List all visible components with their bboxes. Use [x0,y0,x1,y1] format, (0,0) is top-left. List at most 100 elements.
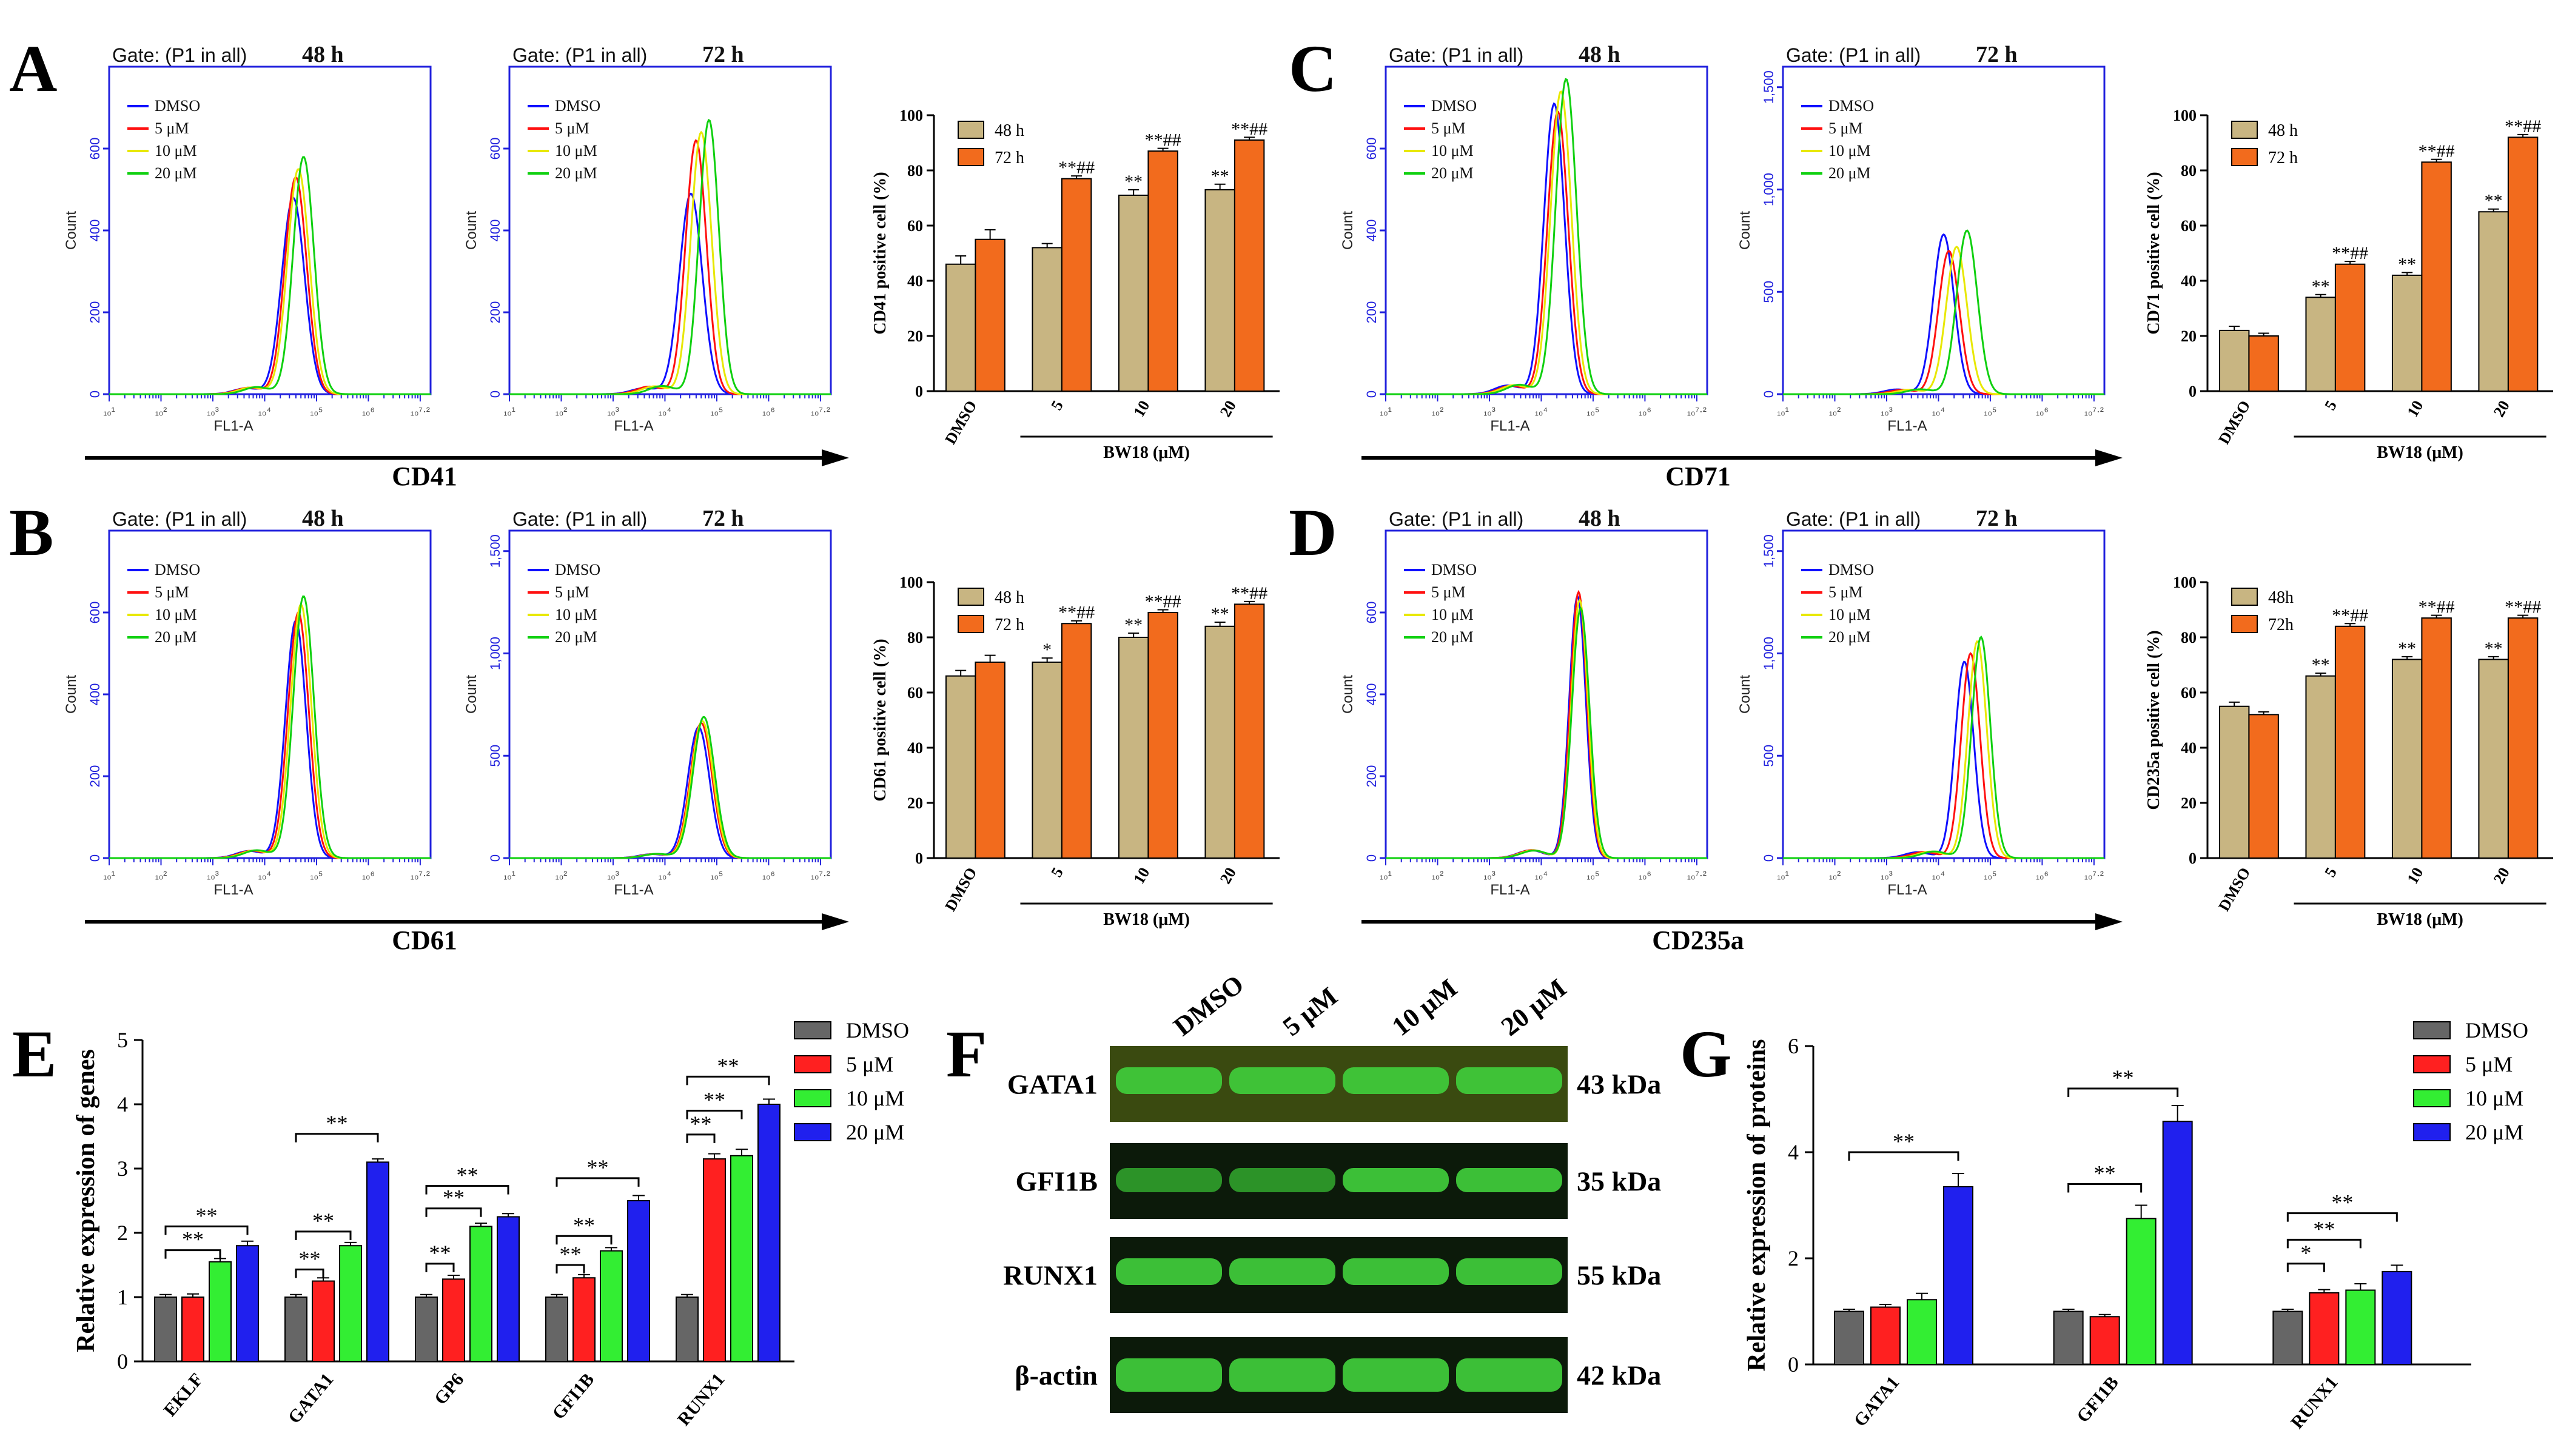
bar [497,1216,520,1362]
protein-band [1456,1358,1562,1392]
group-label: BW18 (μM) [2377,443,2463,462]
y-tick-label: 1,500 [1761,70,1776,104]
x-tick-label: ₁₀¹ [103,405,115,417]
bar [2053,1310,2084,1365]
significance-bracket [425,1207,482,1217]
x-tick-label: 10 [2403,398,2426,420]
y-tick-label: 0 [488,854,503,862]
x-axis-label: FL1-A [1887,418,1927,434]
y-tick-label: 4 [117,1092,128,1116]
legend-label: 5 μM [846,1052,893,1076]
significance-label: ** [573,1213,595,1237]
legend-label: 10 μM [1431,142,1474,159]
panel-G: G 0 2 4 6 Relative expression of proteins GATA… [1680,1017,2528,1432]
histogram-curve-2 [509,720,831,859]
significance-bracket [686,1133,716,1143]
bar [975,238,1005,392]
significance-label: ** [2112,1065,2134,1090]
x-axis-label: FL1-A [213,418,253,434]
x-tick-label: ₁₀⁶ [2036,869,2049,881]
significance-label: ** [2398,639,2416,659]
bar [2391,659,2423,859]
bar [2248,335,2279,392]
x-tick-label: DMSO [941,865,980,914]
legend-swatch [2413,1021,2451,1039]
y-tick-label: 1,000 [488,637,503,670]
y-tick-label: 40 [907,739,923,757]
y-tick-label: 200 [1364,765,1379,788]
legend-swatch [794,1021,831,1039]
bar [1204,189,1235,392]
significance-label: **## [2505,116,2541,136]
legend-label: DMSO [1431,561,1477,579]
x-axis-label: FL1-A [1490,418,1529,434]
significance-label: ** [1124,615,1143,635]
x-tick-label: GP6 [431,1369,468,1409]
legend-label: 10 μM [1828,606,1871,623]
y-tick-label: 0 [488,391,503,398]
significance-bracket [2067,1183,2143,1193]
histogram-curve-0 [1783,233,2104,395]
histogram-curve-1 [509,722,831,859]
y-tick-label: 0 [117,1349,128,1374]
panel-letter: E [12,1017,56,1091]
x-tick-label: 5 [1047,398,1067,414]
histogram-A-1: 0 200 400 600 Count ₁₀¹ ₁₀² ₁₀³ ₁₀⁴ ₁₀⁵ ₁₀⁶ ₁₀⁷·² FL… [463,42,832,434]
x-tick-label: ₁₀⁶ [362,869,375,881]
y-tick-label: 20 [2181,794,2197,812]
legend-label: 48 h [2268,121,2298,140]
y-tick-label: 1,000 [1761,637,1776,670]
x-tick-label: ₁₀⁶ [1639,869,1651,881]
y-tick-label: 0 [915,383,923,400]
y-tick-label: 5 [117,1028,128,1052]
y-tick-label: 0 [2189,850,2197,867]
histogram-frame [1385,529,1708,859]
legend-label: 10 μM [555,142,597,159]
legend-label: 5 μM [155,583,189,601]
y-tick-label: 0 [87,391,102,398]
y-tick-label: 500 [1761,281,1776,303]
significance-label: ** [690,1112,712,1136]
y-tick-label: 100 [899,574,923,591]
x-tick-label: ₁₀¹ [503,405,515,417]
marker-label: CD61 [392,925,457,955]
group-label: BW18 (μM) [1103,910,1190,929]
x-tick-label: GFI1B [548,1369,598,1423]
time-label: 48 h [302,42,344,67]
panel-B: B 0 200 400 600 Count ₁₀¹ ₁₀² ₁₀³ ₁₀⁴ ₁₀⁵ ₁₀⁶ ₁₀⁷·² F… [9,495,849,955]
x-tick-label: DMSO [2215,865,2254,914]
bar [1234,139,1265,392]
y-tick-label: 80 [2181,162,2197,179]
x-tick-label: 5 [2321,398,2340,414]
y-tick-label: 40 [2181,272,2197,290]
x-tick-label: ₁₀⁷·² [2084,869,2104,881]
panel-letter: A [9,32,57,106]
legend-label: 5 μM [2465,1052,2513,1076]
y-tick-label: 0 [1761,854,1776,862]
x-tick-label: ₁₀³ [607,405,619,417]
legend-label: 72 h [2268,149,2298,167]
histogram-curve-3 [1783,229,2104,395]
gate-label: Gate: (P1 in all) [112,508,247,530]
y-tick-label: 3 [117,1156,128,1181]
legend-label: 20 μM [1828,164,1871,182]
bar [2218,705,2250,859]
bar [1147,150,1178,392]
panel-letter: D [1289,495,1337,569]
time-label: 48 h [1579,506,1620,531]
bar [945,263,976,392]
legend-label: 48 h [995,121,1024,140]
bar [2478,659,2509,859]
significance-label: ** [299,1246,321,1270]
y-tick-label: 60 [2181,217,2197,235]
gate-label: Gate: (P1 in all) [1389,508,1523,530]
histogram-frame [1782,529,2106,859]
bar [181,1297,204,1362]
x-tick-label: ₁₀⁶ [362,405,375,417]
x-tick-label: ₁₀¹ [503,869,515,881]
legend-label: DMSO [555,97,600,115]
significance-bracket [164,1225,249,1235]
